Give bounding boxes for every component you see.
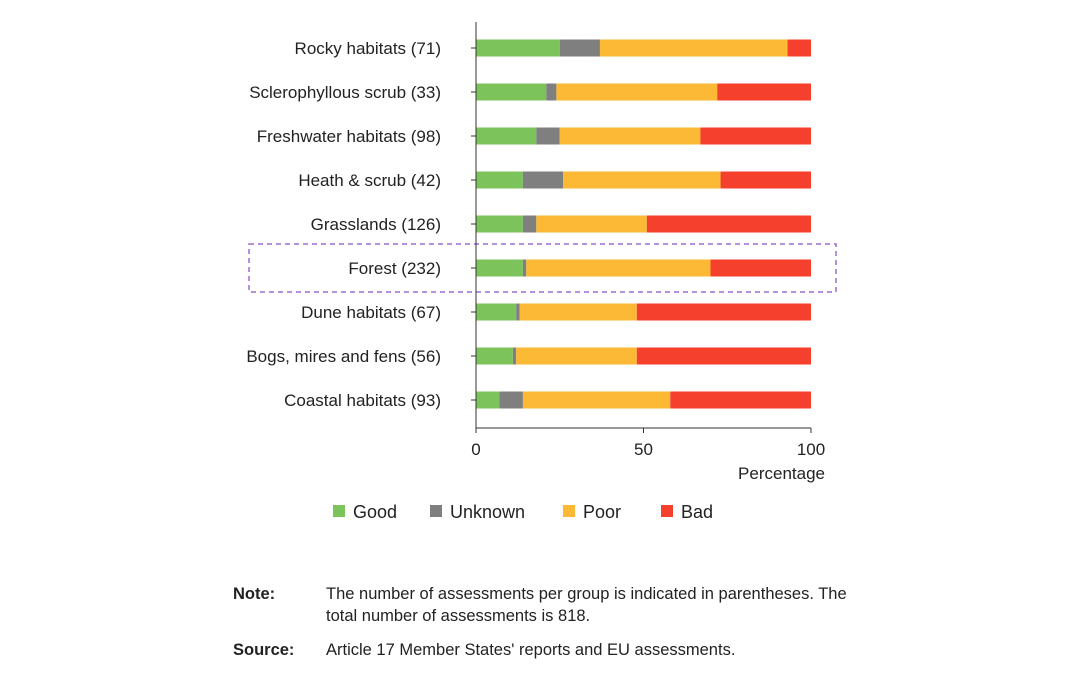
bar-segment-good xyxy=(476,215,523,233)
bar-segment-good xyxy=(476,303,517,321)
bar-segment-poor xyxy=(563,171,721,189)
bar-segment-unknown xyxy=(522,171,564,189)
chart-notes: Note: The number of assessments per grou… xyxy=(233,583,853,673)
legend-swatch-bad xyxy=(661,505,673,517)
category-label: Freshwater habitats (98) xyxy=(257,127,441,146)
bar-segment-poor xyxy=(519,303,637,321)
legend-swatch-good xyxy=(333,505,345,517)
category-label: Dune habitats (67) xyxy=(301,303,441,322)
source-text: Article 17 Member States' reports and EU… xyxy=(326,641,736,659)
legend-swatch-poor xyxy=(563,505,575,517)
bar-segment-poor xyxy=(599,39,788,57)
bar-segment-poor xyxy=(536,215,647,233)
stacked-bar-chart: Rocky habitats (71) Sclerophyllous scrub … xyxy=(246,22,837,522)
bar-segment-bad xyxy=(700,127,811,145)
bar-segment-poor xyxy=(559,127,701,145)
bar-segment-good xyxy=(476,171,523,189)
bar-segment-bad xyxy=(710,259,811,277)
bar-segment-unknown xyxy=(522,215,537,233)
bar-segment-poor xyxy=(526,259,711,277)
x-tick-label: 50 xyxy=(634,440,653,459)
x-tick-label: 0 xyxy=(471,440,480,459)
bar-segment-bad xyxy=(787,39,811,57)
bar-segment-bad xyxy=(670,391,811,409)
source-row: Source: Article 17 Member States' report… xyxy=(233,639,853,661)
bar-segment-good xyxy=(476,39,560,57)
x-tick-label: 100 xyxy=(797,440,825,459)
bar-segment-good xyxy=(476,391,500,409)
bar-segment-poor xyxy=(522,391,671,409)
legend-label-unknown: Unknown xyxy=(450,502,525,522)
note-key: Note: xyxy=(233,585,276,603)
bar-segment-unknown xyxy=(512,347,517,365)
bar-segment-bad xyxy=(646,215,811,233)
bar-segment-bad xyxy=(720,171,811,189)
bar-segment-poor xyxy=(556,83,718,101)
bar-segment-unknown xyxy=(522,259,527,277)
category-label: Rocky habitats (71) xyxy=(295,39,441,58)
note-row: Note: The number of assessments per grou… xyxy=(233,583,853,627)
legend-label-poor: Poor xyxy=(583,502,621,522)
legend-swatch-unknown xyxy=(430,505,442,517)
bar-segment-good xyxy=(476,259,523,277)
bar-segment-bad xyxy=(636,303,811,321)
x-axis-title: Percentage xyxy=(738,464,825,483)
category-label: Coastal habitats (93) xyxy=(284,391,441,410)
category-label: Heath & scrub (42) xyxy=(298,171,441,190)
legend-label-good: Good xyxy=(353,502,397,522)
bar-segment-unknown xyxy=(559,39,600,57)
bar-segment-good xyxy=(476,347,513,365)
note-text: The number of assessments per group is i… xyxy=(326,585,847,625)
bar-segment-unknown xyxy=(536,127,560,145)
category-label: Sclerophyllous scrub (33) xyxy=(249,83,441,102)
bar-segment-poor xyxy=(516,347,637,365)
bar-segment-bad xyxy=(636,347,811,365)
legend-label-bad: Bad xyxy=(681,502,713,522)
source-key: Source: xyxy=(233,641,295,659)
category-label: Grasslands (126) xyxy=(311,215,441,234)
highlight-box xyxy=(248,243,837,293)
bar-segment-good xyxy=(476,127,537,145)
bar-segment-unknown xyxy=(546,83,557,101)
category-label: Forest (232) xyxy=(348,259,441,278)
bar-segment-bad xyxy=(717,83,811,101)
bar-segment-unknown xyxy=(516,303,520,321)
bar-segment-unknown xyxy=(499,391,523,409)
category-label: Bogs, mires and fens (56) xyxy=(246,347,441,366)
bar-segment-good xyxy=(476,83,547,101)
